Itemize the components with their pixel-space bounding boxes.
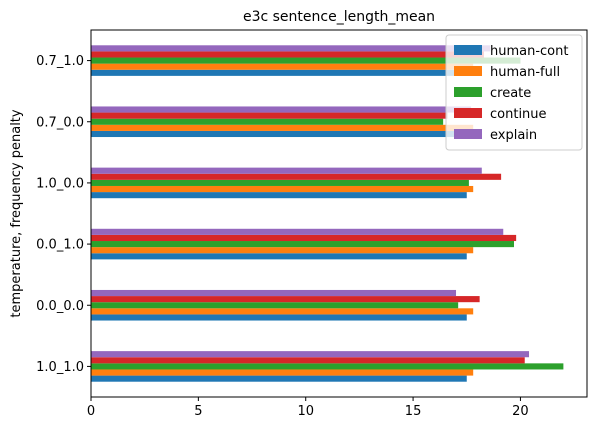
chart-title: e3c sentence_length_mean [243,9,435,25]
x-tick-label-15: 15 [405,404,422,419]
bar-create-0.0_1.0 [91,241,514,248]
bar-human-cont-1.0_1.0 [91,375,467,382]
y-tick-label-1.0_1.0: 1.0_1.0 [36,360,84,375]
bar-continue-0.7_0.0 [91,112,448,119]
bar-human-cont-0.7_1.0 [91,69,467,76]
legend-swatch-continue [454,108,482,118]
bar-explain-1.0_1.0 [91,351,530,358]
x-tick-label-5: 5 [194,404,202,419]
legend-box [445,34,583,151]
bars-group [91,45,564,382]
y-tick-label-0.7_1.0: 0.7_1.0 [36,54,84,69]
bar-continue-0.7_1.0 [91,51,484,58]
bar-create-0.7_0.0 [91,118,444,125]
bar-continue-1.0_0.0 [91,173,502,180]
legend-label-explain: explain [490,128,537,143]
bar-human-full-0.7_1.0 [91,63,474,70]
axes-group: 0 5 10 15 20 1.0_1.0 0.0_0.0 0.0_1.0 1.0_0.0 0.7_… [36,29,588,419]
y-tick-label-0.7_0.0: 0.7_0.0 [36,115,84,130]
legend-label-continue: continue [490,107,547,122]
y-tick-label-0.0_0.0: 0.0_0.0 [36,299,84,314]
bar-create-1.0_0.0 [91,179,469,186]
bar-human-cont-0.7_0.0 [91,130,467,138]
y-tick-label-1.0_0.0: 1.0_0.0 [36,176,84,191]
bar-explain-1.0_0.0 [91,167,482,174]
legend-label-human-full: human-full [490,65,560,80]
legend-label-create: create [490,86,531,101]
bar-human-full-1.0_1.0 [91,369,474,376]
bar-continue-1.0_1.0 [91,357,525,364]
bar-create-0.7_1.0 [91,57,521,64]
legend-swatch-human-full [454,66,482,76]
y-tick-label-0.0_1.0: 0.0_1.0 [36,238,84,253]
bar-human-full-0.0_0.0 [91,308,474,315]
y-axis-label: temperature, frequency penalty [9,109,24,317]
x-tick-label-10: 10 [297,404,314,419]
bar-continue-0.0_1.0 [91,234,517,242]
legend-swatch-human-cont [454,45,482,55]
bar-create-1.0_1.0 [91,363,564,370]
bar-human-full-0.0_1.0 [91,247,474,254]
bar-human-full-0.7_0.0 [91,124,474,131]
bar-human-cont-0.0_0.0 [91,314,467,321]
bar-human-cont-1.0_0.0 [91,192,467,199]
legend-swatch-explain [454,129,482,139]
legend-label-human-cont: human-cont [490,44,568,59]
bar-explain-0.0_0.0 [91,289,457,297]
legend: human-cont human-full create continue explai… [445,34,583,151]
bar-human-cont-0.0_1.0 [91,253,467,260]
x-tick-label-20: 20 [512,404,529,419]
bar-explain-0.7_0.0 [91,106,472,113]
x-tick-label-0: 0 [87,404,95,419]
bar-create-0.0_0.0 [91,302,459,309]
bar-human-full-1.0_0.0 [91,185,474,193]
legend-swatch-create [454,87,482,97]
bar-explain-0.0_1.0 [91,228,504,235]
bar-continue-0.0_0.0 [91,296,480,303]
bar-explain-0.7_1.0 [91,45,491,52]
plot-frame [90,29,588,398]
